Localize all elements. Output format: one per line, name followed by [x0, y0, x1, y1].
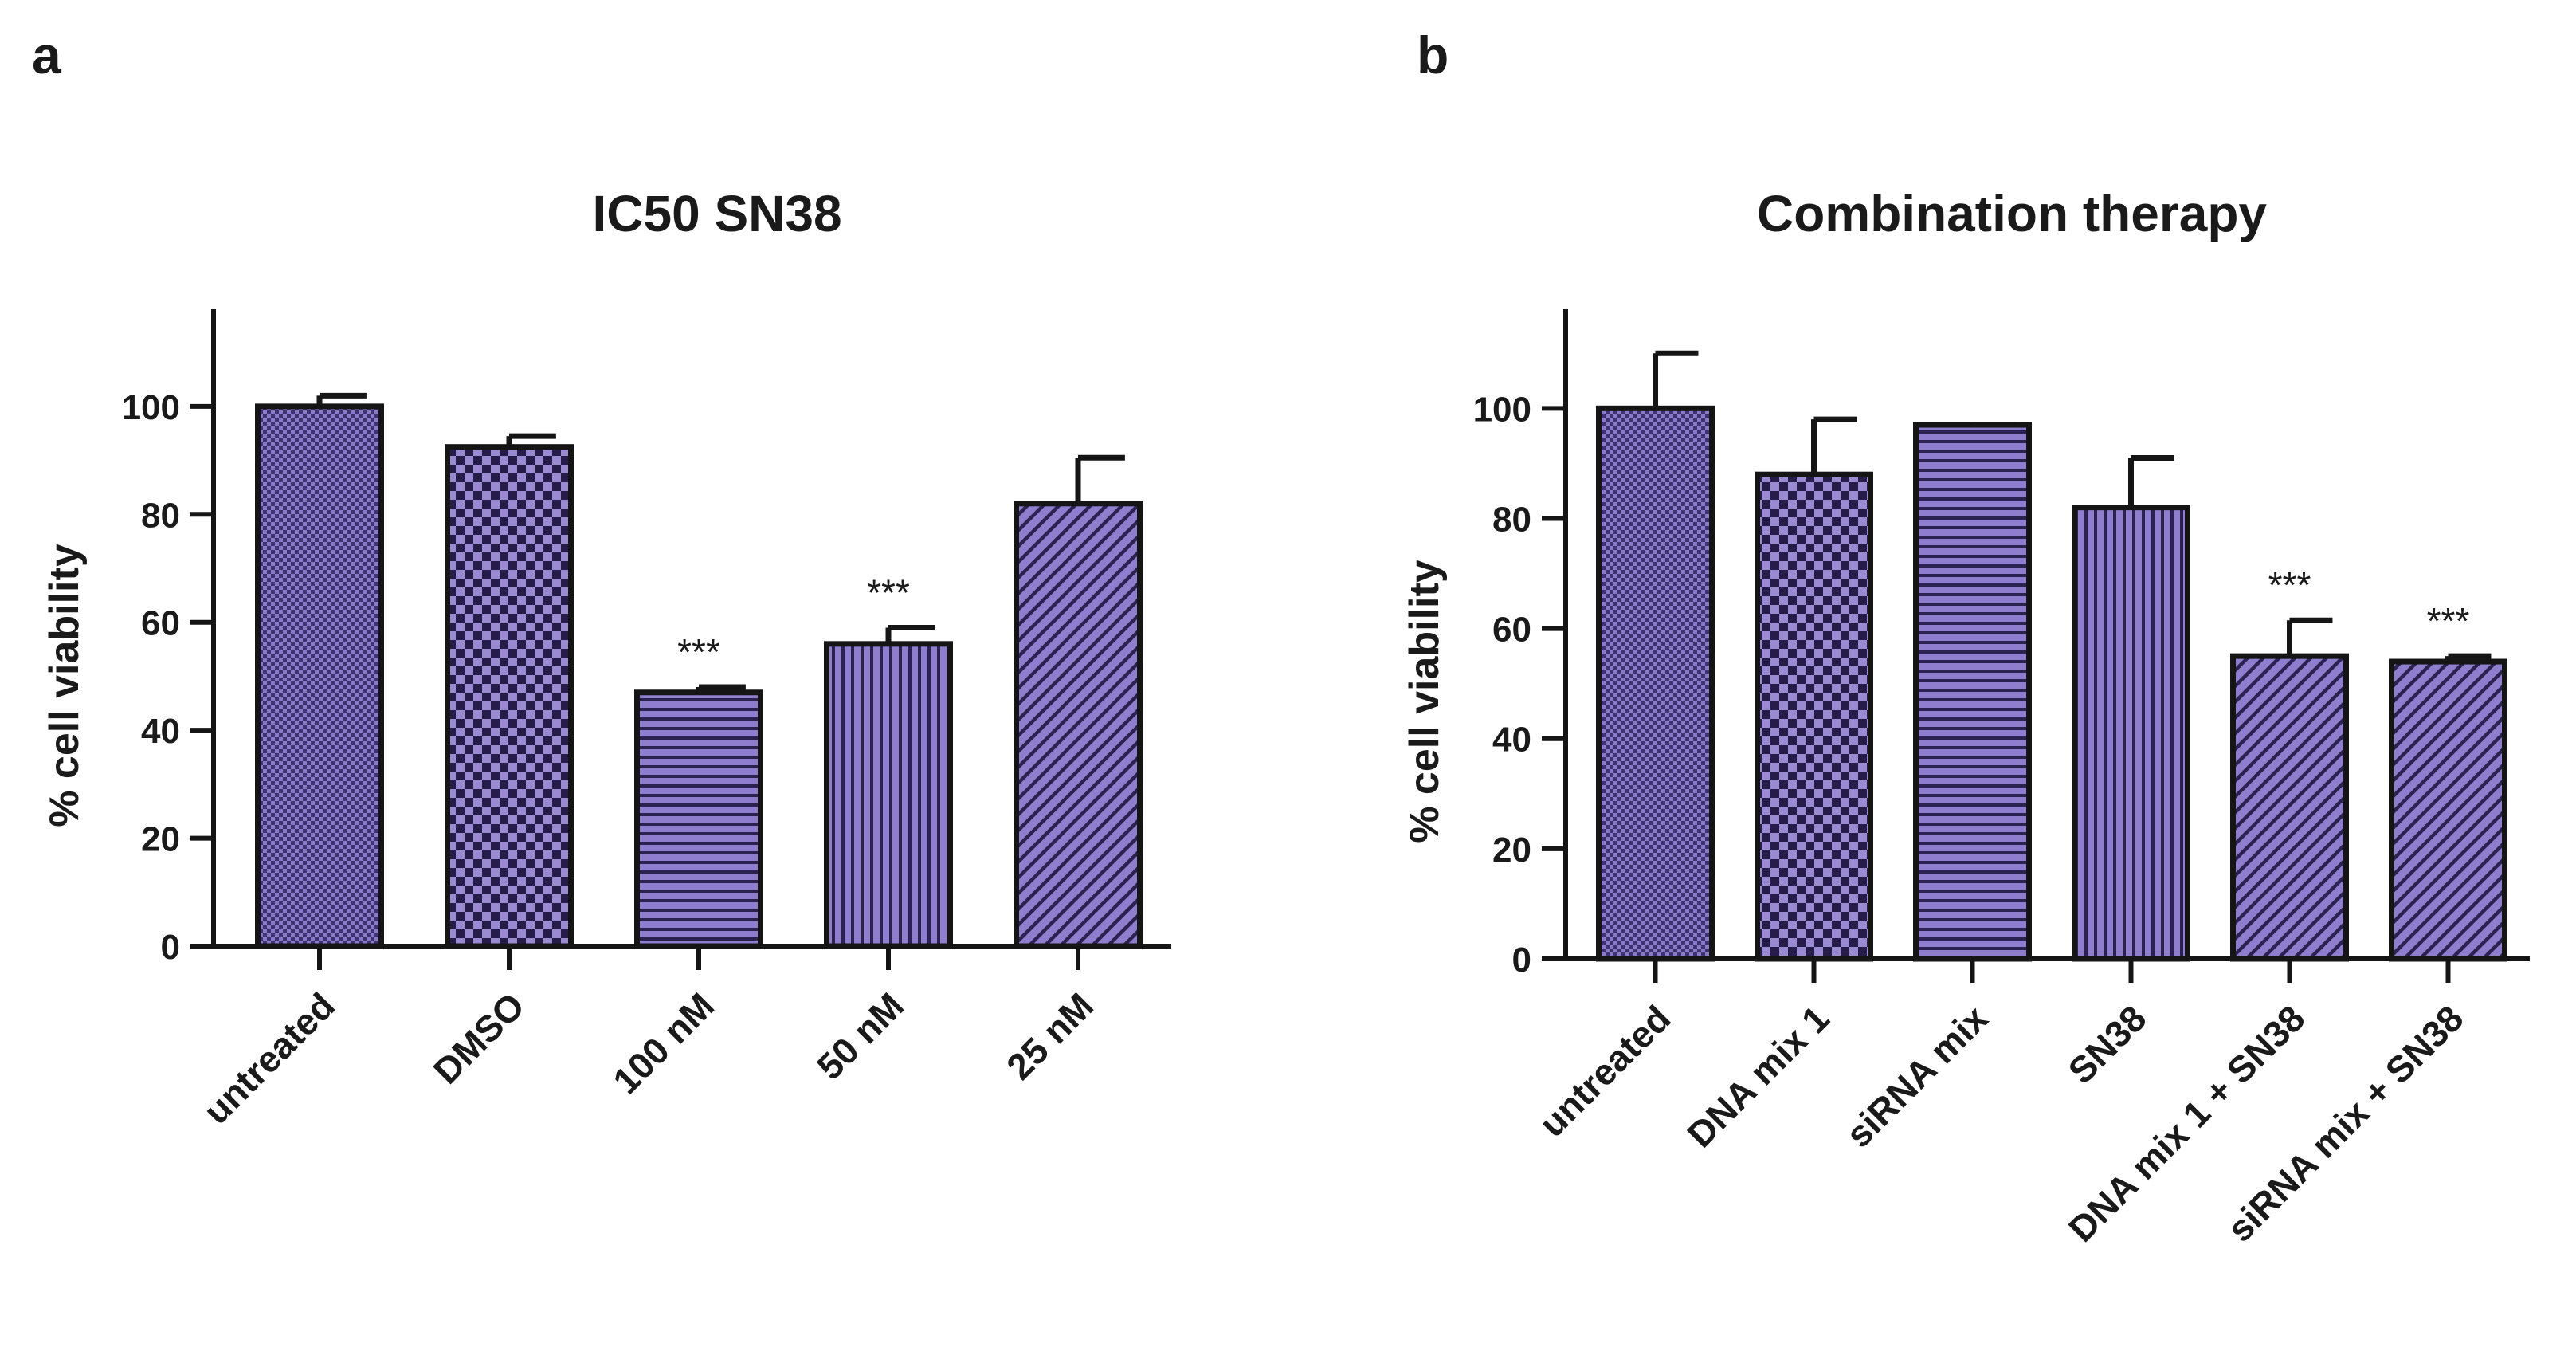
bar-4 — [2072, 505, 2190, 962]
category-label-2: DMSO — [425, 984, 532, 1091]
significance-label-4: *** — [867, 572, 910, 614]
y-tick-label-100: 100 — [1473, 390, 1531, 429]
bar-6 — [2389, 658, 2507, 962]
error-bar-2 — [1811, 416, 1857, 475]
category-label-1: untreated — [1531, 997, 1679, 1145]
panel-letter-b: b — [1417, 26, 1449, 84]
bar-1 — [1596, 405, 1715, 962]
y-tick-label-100: 100 — [122, 388, 180, 427]
bar-5 — [2230, 653, 2349, 962]
y-tick-label-60: 60 — [1492, 611, 1531, 650]
chart-title-a: IC50 SN38 — [592, 185, 841, 242]
category-label-2: DNA mix 1 — [1679, 997, 1837, 1155]
significance-label-5: *** — [2268, 564, 2311, 606]
y-tick-label-80: 80 — [141, 496, 180, 535]
y-tick-label-60: 60 — [141, 604, 180, 643]
y-axis-label-b: % cell viability — [1402, 560, 1448, 843]
panel-b: b Combination therapy % cell viability u… — [1402, 26, 2530, 1250]
category-label-4: SN38 — [2060, 997, 2154, 1091]
bar-1 — [255, 403, 384, 949]
bar-2 — [445, 444, 574, 949]
y-tick-label-0: 0 — [1512, 941, 1531, 980]
bar-4 — [824, 641, 953, 949]
category-label-4: 50 nM — [809, 984, 912, 1087]
category-label-3: siRNA mix — [1837, 997, 1996, 1156]
bar-3 — [1913, 422, 2032, 962]
error-bar-1 — [1653, 350, 1699, 409]
panel-letter-a: a — [32, 26, 62, 84]
plot-area-a: untreated DMSO *** 100 nM *** 50 nM 25 nM 0 20 40… — [122, 309, 1171, 1132]
error-bar-6 — [2445, 653, 2492, 662]
y-tick-label-80: 80 — [1492, 500, 1531, 539]
error-bar-1 — [316, 392, 367, 407]
error-bar-4 — [885, 625, 935, 644]
category-label-3: 100 nM — [605, 984, 722, 1102]
y-axis-label-a: % cell viability — [41, 544, 88, 827]
y-tick-label-0: 0 — [161, 928, 180, 967]
error-bar-5 — [2287, 617, 2333, 657]
plot-area-b: untreated DNA mix 1 siRNA mix SN38***DNA mi… — [1473, 309, 2530, 1250]
significance-label-6: *** — [2427, 600, 2470, 642]
y-tick-label-40: 40 — [141, 712, 180, 751]
category-label-5: 25 nM — [998, 984, 1101, 1087]
chart-title-b: Combination therapy — [1757, 185, 2267, 242]
panel-a: a IC50 SN38 % cell viability untreated DM… — [32, 26, 1171, 1132]
bar-2 — [1755, 471, 1873, 962]
error-bar-2 — [506, 433, 556, 447]
bar-5 — [1014, 501, 1143, 949]
error-bar-3 — [696, 684, 746, 693]
bar-3 — [634, 689, 763, 949]
error-bar-5 — [1075, 454, 1125, 504]
y-tick-label-20: 20 — [1492, 831, 1531, 870]
y-tick-label-20: 20 — [141, 820, 180, 859]
category-label-1: untreated — [195, 984, 343, 1132]
significance-label-3: *** — [677, 631, 720, 673]
error-bar-4 — [2128, 454, 2174, 508]
y-tick-label-40: 40 — [1492, 721, 1531, 760]
